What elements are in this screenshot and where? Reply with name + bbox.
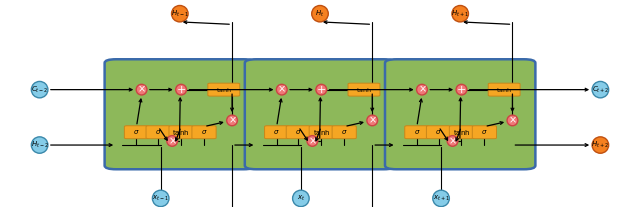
Ellipse shape [367, 115, 378, 126]
Text: $\times$: $\times$ [168, 136, 177, 146]
Ellipse shape [152, 190, 169, 207]
Text: $C_{t-2}$: $C_{t-2}$ [31, 84, 49, 95]
Text: $\sigma$: $\sigma$ [341, 128, 348, 136]
Text: $x_{t+1}$: $x_{t+1}$ [433, 194, 449, 203]
Ellipse shape [172, 5, 188, 22]
FancyBboxPatch shape [488, 83, 520, 96]
FancyBboxPatch shape [385, 59, 536, 169]
Ellipse shape [316, 84, 326, 95]
Text: $\times$: $\times$ [308, 136, 317, 146]
Text: $H_{t+2}$: $H_{t+2}$ [591, 140, 609, 150]
Text: $+$: $+$ [176, 84, 186, 95]
Text: $\times$: $\times$ [417, 84, 426, 95]
Ellipse shape [292, 190, 309, 207]
Text: $\times$: $\times$ [448, 136, 457, 146]
Ellipse shape [592, 81, 609, 98]
Text: $H_{t+1}$: $H_{t+1}$ [451, 9, 469, 19]
Text: $\sigma$: $\sigma$ [201, 128, 207, 136]
Text: $\sigma$: $\sigma$ [413, 128, 420, 136]
Text: $H_t$: $H_t$ [316, 9, 324, 19]
Text: $x_t$: $x_t$ [297, 194, 305, 203]
FancyBboxPatch shape [332, 126, 356, 139]
Ellipse shape [276, 84, 287, 95]
Ellipse shape [307, 136, 317, 146]
Ellipse shape [227, 115, 237, 126]
Text: $\mathrm{tanh}$: $\mathrm{tanh}$ [312, 128, 330, 137]
Text: $\times$: $\times$ [508, 115, 517, 126]
Text: $\times$: $\times$ [277, 84, 286, 95]
FancyBboxPatch shape [169, 126, 193, 139]
Text: $\sigma$: $\sigma$ [295, 128, 301, 136]
Ellipse shape [433, 190, 449, 207]
Text: $\mathrm{tanh}$: $\mathrm{tanh}$ [356, 86, 372, 94]
Text: $\sigma$: $\sigma$ [481, 128, 488, 136]
Text: $C_{t+2}$: $C_{t+2}$ [591, 84, 609, 95]
Ellipse shape [417, 84, 428, 95]
Ellipse shape [447, 136, 458, 146]
FancyBboxPatch shape [309, 126, 333, 139]
FancyBboxPatch shape [286, 126, 310, 139]
Text: $H_{t-1}$: $H_{t-1}$ [171, 9, 189, 19]
Text: $\times$: $\times$ [228, 115, 237, 126]
FancyBboxPatch shape [348, 83, 380, 96]
FancyBboxPatch shape [449, 126, 474, 139]
Ellipse shape [592, 137, 609, 153]
Text: $\sigma$: $\sigma$ [155, 128, 161, 136]
Text: $\mathrm{tanh}$: $\mathrm{tanh}$ [172, 128, 189, 137]
Text: $\mathrm{tanh}$: $\mathrm{tanh}$ [452, 128, 470, 137]
Ellipse shape [312, 5, 328, 22]
FancyBboxPatch shape [124, 126, 148, 139]
Ellipse shape [136, 84, 147, 95]
Ellipse shape [167, 136, 177, 146]
FancyBboxPatch shape [245, 59, 395, 169]
Ellipse shape [507, 115, 518, 126]
Ellipse shape [31, 81, 48, 98]
FancyBboxPatch shape [472, 126, 497, 139]
Text: $\times$: $\times$ [368, 115, 377, 126]
Ellipse shape [456, 84, 467, 95]
Text: $+$: $+$ [316, 84, 326, 95]
Text: $\mathrm{tanh}$: $\mathrm{tanh}$ [496, 86, 512, 94]
Text: $H_{t-2}$: $H_{t-2}$ [31, 140, 49, 150]
Text: $\times$: $\times$ [137, 84, 146, 95]
FancyBboxPatch shape [104, 59, 255, 169]
FancyBboxPatch shape [404, 126, 429, 139]
Ellipse shape [31, 137, 48, 153]
FancyBboxPatch shape [208, 83, 240, 96]
Text: $\sigma$: $\sigma$ [133, 128, 140, 136]
FancyBboxPatch shape [264, 126, 289, 139]
Text: $\sigma$: $\sigma$ [435, 128, 442, 136]
FancyBboxPatch shape [426, 126, 451, 139]
Text: $x_{t-1}$: $x_{t-1}$ [152, 194, 169, 203]
Text: $\mathrm{tanh}$: $\mathrm{tanh}$ [216, 86, 232, 94]
Ellipse shape [176, 84, 186, 95]
Text: $+$: $+$ [456, 84, 467, 95]
FancyBboxPatch shape [146, 126, 170, 139]
FancyBboxPatch shape [192, 126, 216, 139]
Text: $\sigma$: $\sigma$ [273, 128, 280, 136]
Ellipse shape [452, 5, 468, 22]
